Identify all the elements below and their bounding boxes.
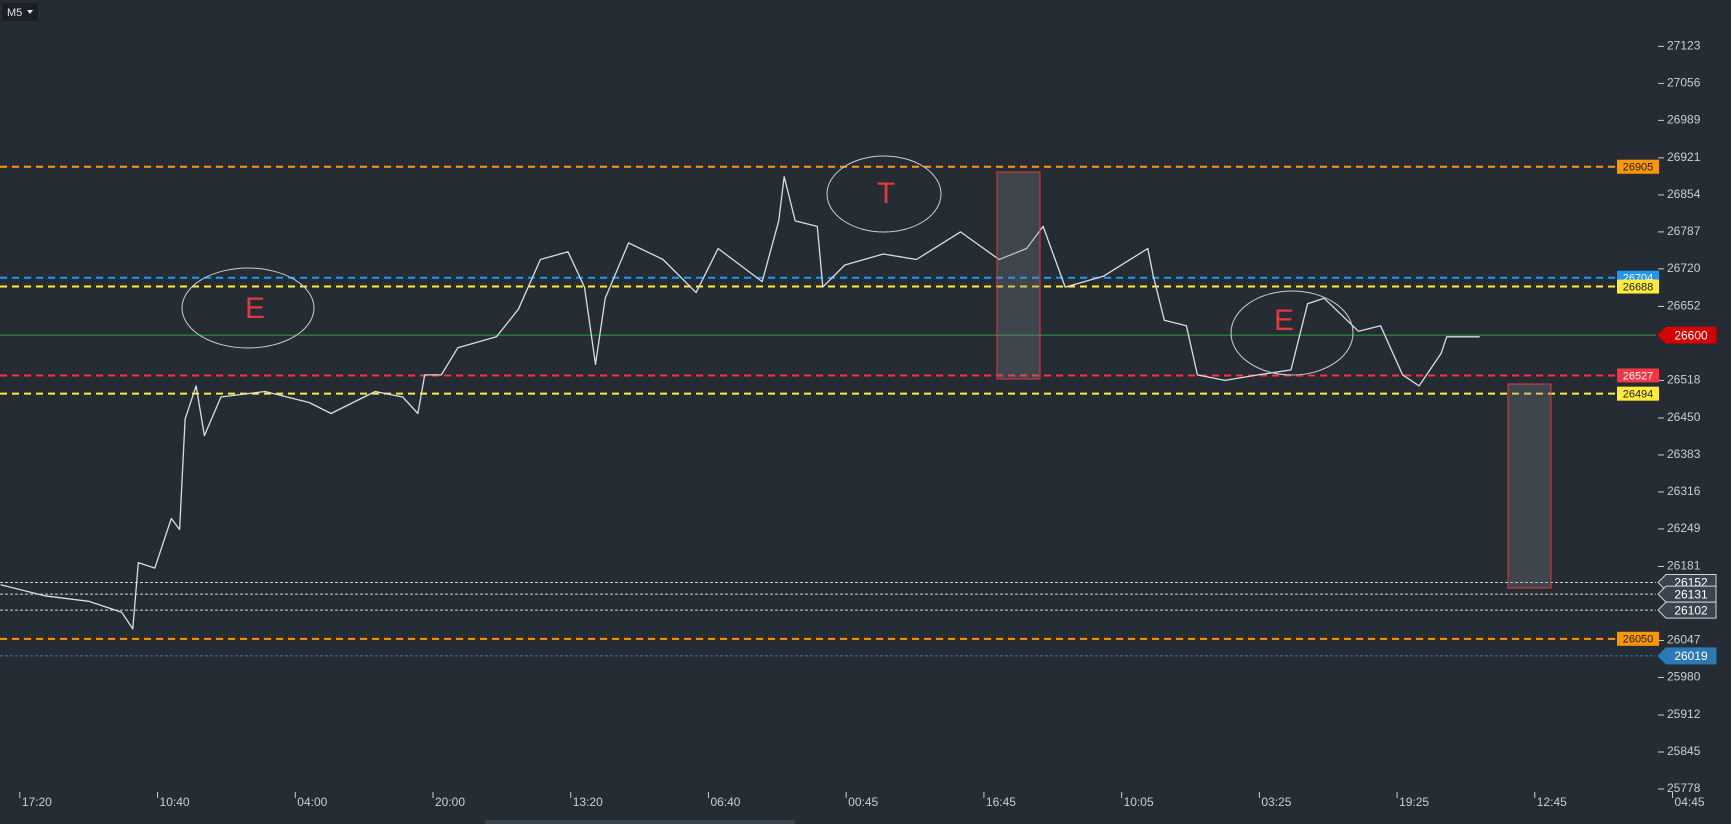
y-tick-label: 26989 xyxy=(1667,113,1701,127)
range-box xyxy=(1507,383,1552,589)
x-tick-label: 17:20 xyxy=(22,795,52,809)
drawings: E T E xyxy=(181,155,1552,589)
y-tick-label: 26316 xyxy=(1667,484,1701,498)
y-tick-label: 26450 xyxy=(1667,410,1701,424)
level-tag xyxy=(1617,631,1659,646)
y-tick-label: 26720 xyxy=(1667,261,1701,275)
level-tag xyxy=(1617,368,1659,383)
y-tick-label: 26383 xyxy=(1667,447,1701,461)
x-tick-label: 13:20 xyxy=(573,795,603,809)
annotation-label: E xyxy=(245,292,265,325)
y-tick-label: 26921 xyxy=(1667,150,1701,164)
annotation-ellipse xyxy=(1230,290,1354,376)
level-tag xyxy=(1617,159,1659,174)
timeframe-selector[interactable]: M5 xyxy=(2,3,38,21)
annotation-ellipse xyxy=(826,155,942,233)
x-tick-label: 10:40 xyxy=(160,795,190,809)
annotation-label: T xyxy=(877,177,895,210)
x-tick-label: 20:00 xyxy=(435,795,465,809)
level-label: 26494 xyxy=(1623,389,1654,401)
x-tick-label: 04:45 xyxy=(1675,795,1705,809)
y-tick-label: 26518 xyxy=(1667,373,1701,387)
y-tick-label: 26047 xyxy=(1667,633,1701,647)
y-tick-label: 26854 xyxy=(1667,187,1701,201)
level-label: 26600 xyxy=(1674,328,1708,342)
y-tick-label: 27123 xyxy=(1667,39,1701,53)
y-tick-label: 26249 xyxy=(1667,521,1701,535)
plot-area xyxy=(0,165,1656,657)
dropdown-arrow xyxy=(27,10,33,14)
level-label: 26050 xyxy=(1623,634,1654,646)
x-tick-label: 00:45 xyxy=(848,795,878,809)
level-label: 26102 xyxy=(1674,603,1708,617)
level-label: 26688 xyxy=(1623,281,1654,293)
axes: 27123 27056 26989 26921 26854 26787 26720 26652… xyxy=(19,39,1717,824)
range-box xyxy=(996,171,1041,380)
annotation-ellipse xyxy=(181,267,315,349)
level-tag xyxy=(1657,585,1717,603)
y-tick-label: 27056 xyxy=(1667,76,1701,90)
annotation-label: E xyxy=(1274,304,1294,337)
level-label: 26019 xyxy=(1674,649,1708,663)
x-tick-label: 10:05 xyxy=(1124,795,1154,809)
x-tick-label: 06:40 xyxy=(710,795,740,809)
y-tick-label: 25980 xyxy=(1667,670,1701,684)
y-tick-label: 25845 xyxy=(1667,744,1701,758)
price-line xyxy=(0,176,1480,630)
y-tick-label: 26787 xyxy=(1667,224,1701,238)
y-tick-label: 26181 xyxy=(1667,559,1701,573)
level-tag xyxy=(1657,326,1717,344)
y-tick-label: 25912 xyxy=(1667,707,1701,721)
y-tick-label: 26652 xyxy=(1667,299,1701,313)
level-label: 26527 xyxy=(1623,370,1654,382)
level-tag xyxy=(1657,647,1717,665)
timeframe-button[interactable] xyxy=(2,3,38,21)
x-tick-label: 19:25 xyxy=(1399,795,1429,809)
x-tick-label: 16:45 xyxy=(986,795,1016,809)
x-tick-label: 12:45 xyxy=(1537,795,1567,809)
level-label: 26905 xyxy=(1623,162,1654,174)
timeframe-label: M5 xyxy=(7,7,22,19)
level-label: 26131 xyxy=(1674,587,1708,601)
scrollbar xyxy=(485,820,795,824)
level-tag xyxy=(1657,601,1717,619)
x-tick-label: 04:00 xyxy=(297,795,327,809)
level-tag xyxy=(1617,279,1659,294)
y-tick-label: 25778 xyxy=(1667,781,1701,795)
level-tag xyxy=(1617,386,1659,401)
x-tick-label: 03:25 xyxy=(1261,795,1291,809)
